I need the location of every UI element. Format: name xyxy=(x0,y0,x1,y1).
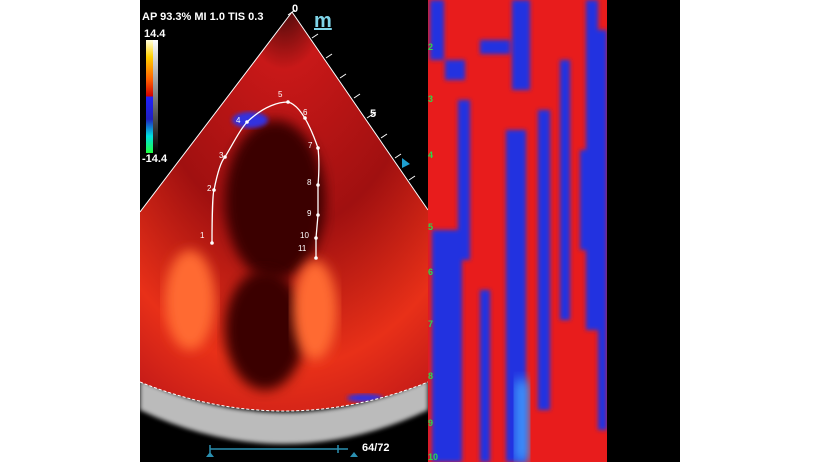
frame-counter: 64/72 xyxy=(362,442,390,454)
color-scale-bar xyxy=(146,40,153,153)
tracking-point-label: 2 xyxy=(207,184,212,193)
tissue-band xyxy=(140,380,428,444)
mmode-depth-label: 9 xyxy=(428,418,434,428)
cine-position-marker-icon xyxy=(350,452,358,457)
mmode-depth-label: 6 xyxy=(428,267,434,277)
mmode-depth-label: 4 xyxy=(428,150,434,160)
scale-max-label: 14.4 xyxy=(144,28,166,40)
depth-ticks xyxy=(287,9,416,181)
tracking-point-label: 8 xyxy=(307,178,312,187)
tracking-point-label: 5 xyxy=(278,90,283,99)
ultrasound-screen: AP 93.3% MI 1.0 TIS 0.3 m 14.4 -14.4 0 5… xyxy=(140,0,680,462)
depth-label-0: 0 xyxy=(292,3,299,15)
focus-marker-icon xyxy=(402,158,410,168)
sector-edge xyxy=(140,11,429,213)
mmode-depth-label: 5 xyxy=(428,222,434,232)
mmode-depth-label: 7 xyxy=(428,319,434,329)
mmode-depth-label: 10 xyxy=(428,452,439,462)
tracking-point-label: 9 xyxy=(307,209,312,218)
tracking-point-label: 4 xyxy=(236,116,241,125)
tracking-point-dots xyxy=(210,100,320,260)
tracking-point-label: 3 xyxy=(219,151,224,160)
mmode-depth-label: 2 xyxy=(428,42,434,52)
tracking-point-label: 11 xyxy=(298,244,307,253)
scale-min-label: -14.4 xyxy=(142,153,168,165)
tracking-point-label: 10 xyxy=(300,231,309,240)
mmode-strip xyxy=(428,0,607,462)
acoustic-readout: AP 93.3% MI 1.0 TIS 0.3 xyxy=(142,11,264,23)
tracking-point-label: 1 xyxy=(200,231,205,240)
tracking-point-label: 6 xyxy=(303,108,308,117)
cine-scrollbar[interactable] xyxy=(206,445,358,457)
tracking-point-label: 7 xyxy=(308,141,313,150)
mmode-depth-label: 8 xyxy=(428,371,434,381)
sector-image xyxy=(140,0,607,462)
mmode-depth-label: 3 xyxy=(428,94,434,104)
logo: m xyxy=(314,10,332,32)
depth-label-5: 5 xyxy=(370,108,377,120)
